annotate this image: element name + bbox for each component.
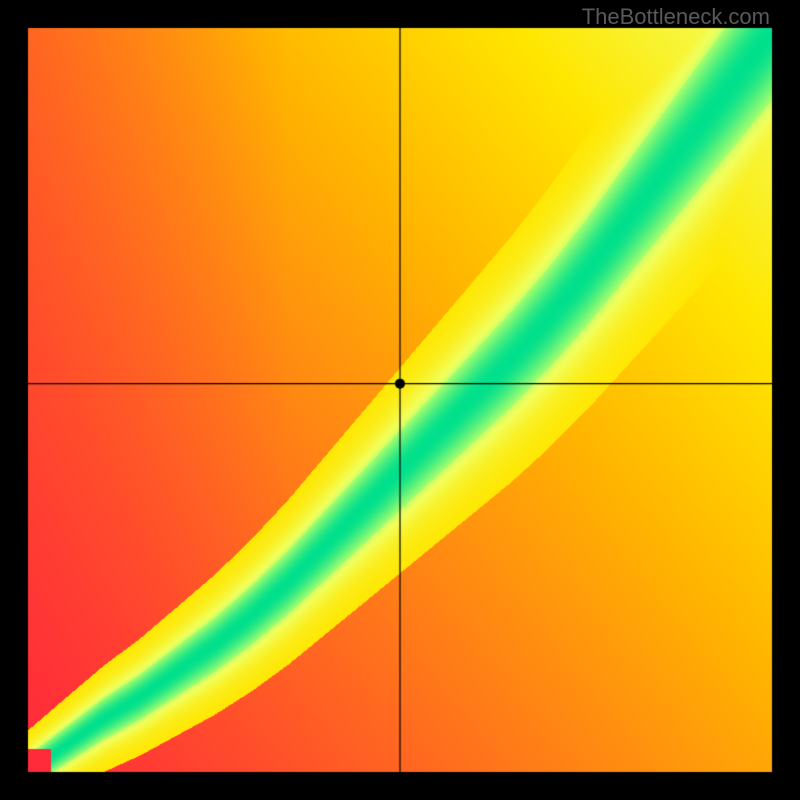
watermark-text: TheBottleneck.com — [582, 4, 770, 30]
chart-container: TheBottleneck.com — [0, 0, 800, 800]
bottleneck-heatmap — [0, 0, 800, 800]
